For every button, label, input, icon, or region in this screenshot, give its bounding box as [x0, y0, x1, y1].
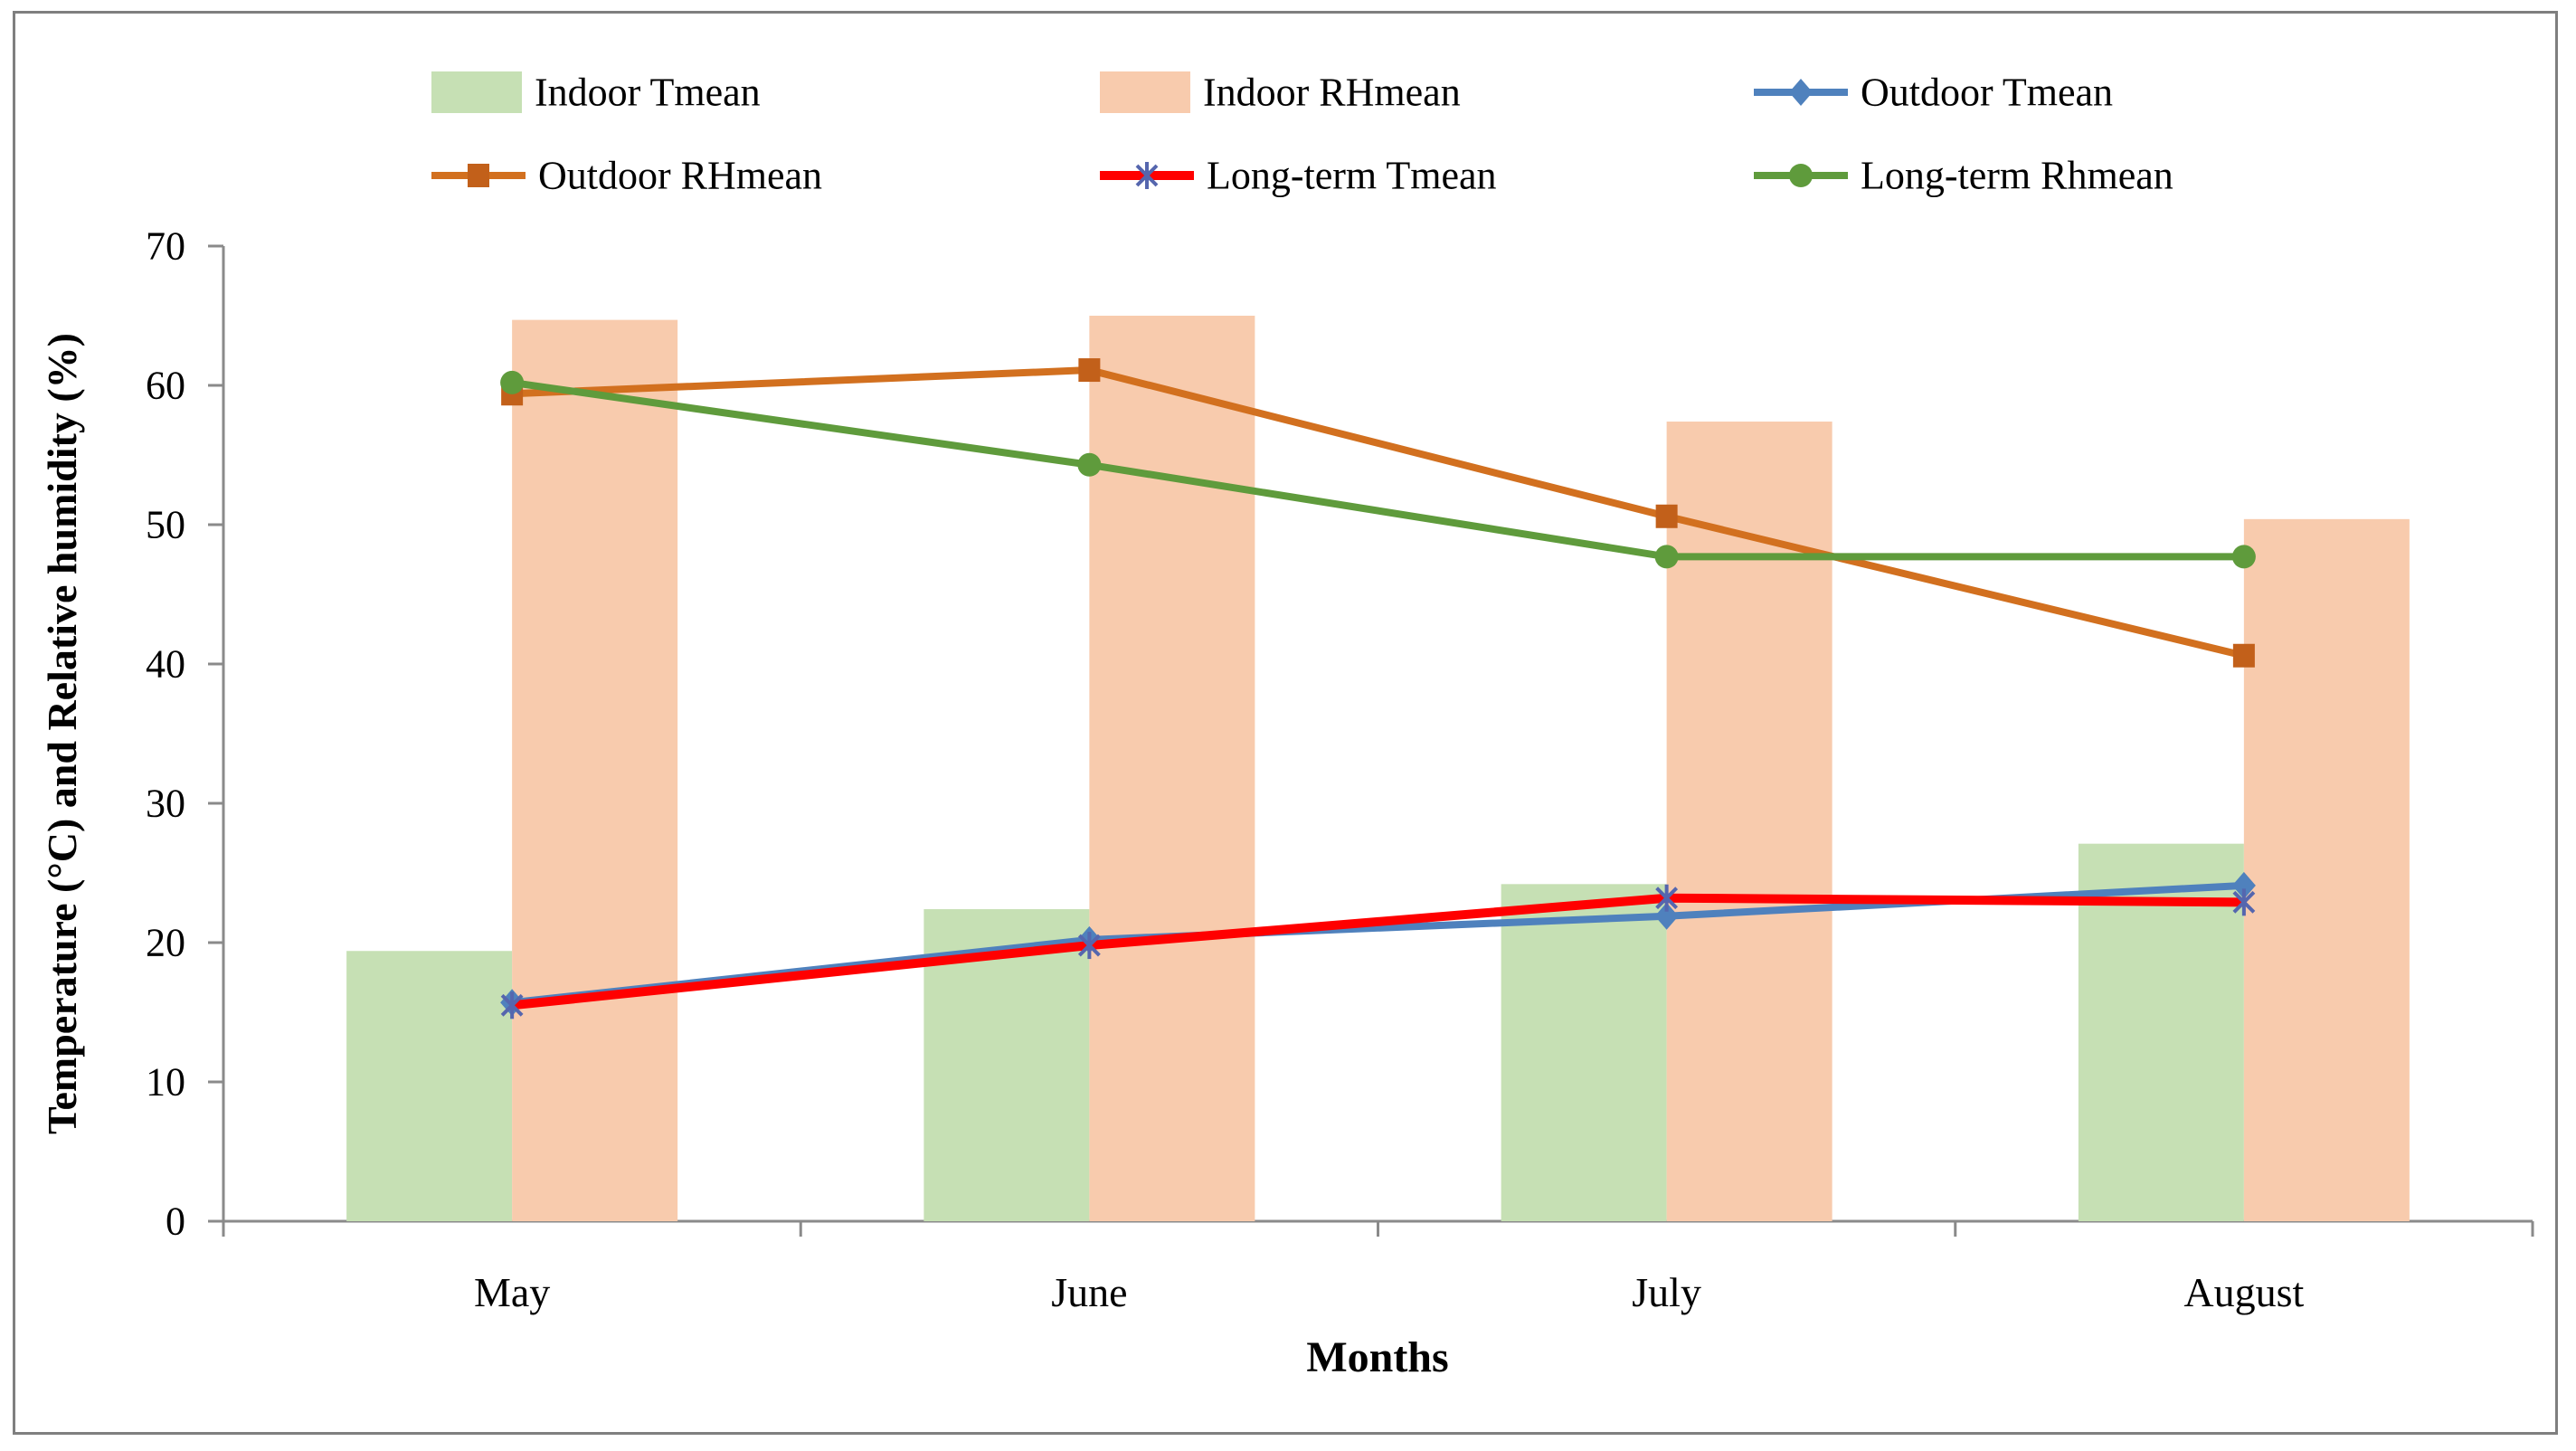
- bar-indoor-rhmean: [2243, 518, 2410, 1221]
- x-axis-category-label: July: [1632, 1269, 1701, 1315]
- legend-swatch-indoor-tmean: [431, 71, 522, 113]
- marker-long-term-rhmean: [1654, 545, 1679, 569]
- y-tick-label: 50: [146, 503, 185, 547]
- marker-long-term-rhmean: [1077, 452, 1102, 477]
- bar-indoor-rhmean: [512, 319, 678, 1221]
- marker-outdoor-tmean: [1654, 902, 1679, 930]
- legend-swatch-indoor-rhmean: [1100, 71, 1190, 113]
- marker-outdoor-rhmean: [1078, 358, 1101, 383]
- y-tick-label: 0: [166, 1200, 185, 1244]
- legend-label: Outdoor Tmean: [1861, 71, 2113, 115]
- legend-label: Indoor Tmean: [535, 71, 761, 115]
- marker-long-term-tmean: [2232, 890, 2256, 914]
- marker-long-term-tmean: [500, 993, 524, 1017]
- legend-marker-outdoor-tmean: [1789, 79, 1813, 106]
- y-tick-label: 30: [146, 782, 185, 826]
- marker-long-term-rhmean: [500, 370, 525, 394]
- legend-item-indoor-tmean: Indoor Tmean: [431, 71, 761, 115]
- legend-label: Outdoor RHmean: [538, 154, 822, 198]
- line-long-term-rhmean: [511, 378, 2244, 561]
- line-long-term-tmean: [511, 893, 2244, 1010]
- legend-item-long-term-rhmean: Long-term Rhmean: [1754, 154, 2174, 198]
- marker-long-term-rhmean: [2231, 545, 2256, 569]
- x-axis-category-label: May: [474, 1269, 550, 1315]
- marker-long-term-tmean: [1655, 887, 1679, 910]
- bar-indoor-tmean: [2078, 843, 2244, 1221]
- line-outdoor-rhmean: [511, 366, 2245, 659]
- marker-outdoor-tmean: [2231, 871, 2256, 899]
- marker-long-term-tmean: [1077, 934, 1101, 957]
- bar-indoor-tmean: [1501, 884, 1667, 1221]
- y-tick-label: 40: [146, 642, 185, 687]
- y-tick-label: 20: [146, 921, 185, 965]
- bar-indoor-rhmean: [1666, 422, 1833, 1221]
- legend-item-outdoor-rhmean: Outdoor RHmean: [431, 154, 822, 198]
- legend-marker-long-term-tmean: [1135, 164, 1159, 187]
- legend-marker-outdoor-rhmean: [468, 164, 489, 187]
- legend-label: Indoor RHmean: [1203, 71, 1461, 115]
- legend-marker-long-term-rhmean: [1789, 164, 1813, 187]
- y-tick-label: 70: [146, 224, 185, 269]
- x-axis-category-label: June: [1051, 1269, 1127, 1315]
- x-axis-title: Months: [1306, 1333, 1448, 1381]
- legend-label: Long-term Tmean: [1207, 154, 1497, 198]
- marker-outdoor-rhmean: [2232, 643, 2255, 668]
- bar-indoor-tmean: [346, 951, 513, 1221]
- y-tick-label: 10: [146, 1060, 185, 1105]
- legend-item-long-term-tmean: Long-term Tmean: [1100, 154, 1497, 198]
- y-tick-label: 60: [146, 364, 185, 408]
- legend-item-outdoor-tmean: Outdoor Tmean: [1754, 71, 2113, 115]
- legend-item-indoor-rhmean: Indoor RHmean: [1100, 71, 1461, 115]
- legend-label: Long-term Rhmean: [1861, 154, 2174, 198]
- marker-outdoor-rhmean: [1655, 504, 1678, 528]
- x-axis-category-label: August: [2183, 1269, 2304, 1315]
- y-axis-title: Temperature (°C) and Relative humidity (…: [39, 333, 85, 1134]
- bar-indoor-rhmean: [1089, 316, 1255, 1221]
